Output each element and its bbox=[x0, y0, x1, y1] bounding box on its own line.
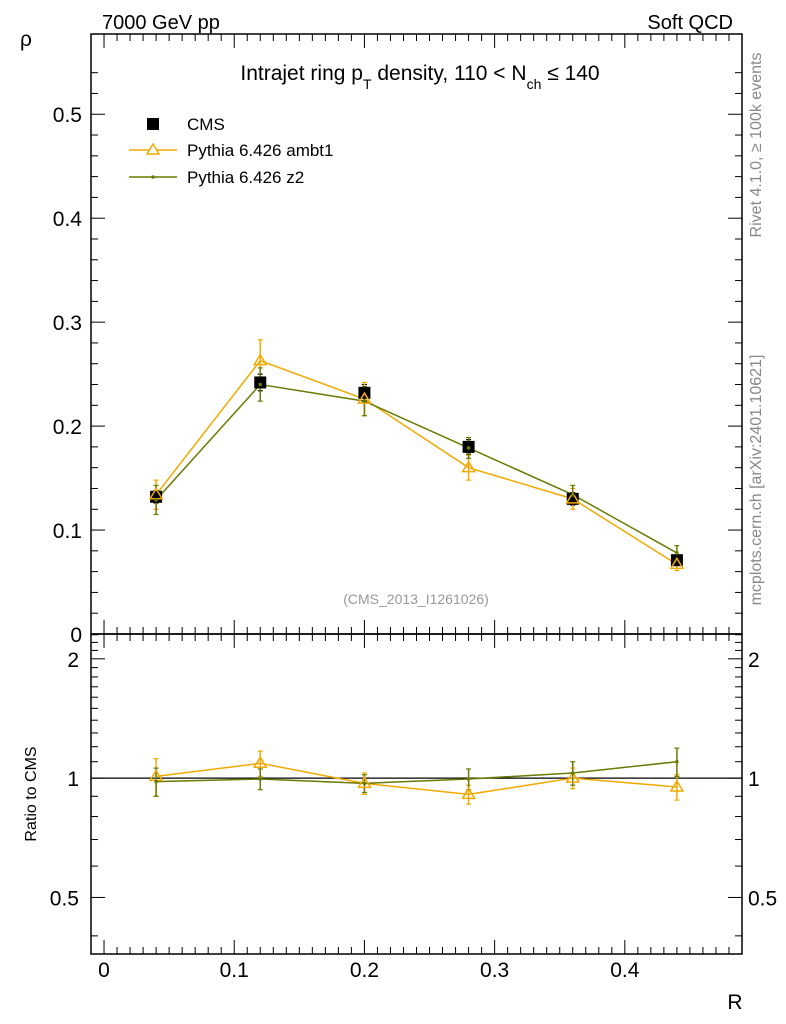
chart-title-sub-1: T bbox=[363, 76, 372, 92]
main-error-bars bbox=[153, 339, 680, 572]
main-ambt1-point bbox=[252, 353, 268, 366]
ratio-ambt1-point bbox=[565, 770, 581, 783]
main-ambt1-point bbox=[461, 460, 476, 473]
legend: CMS Pythia 6.426 ambt1 Pythia 6.426 z2 bbox=[129, 115, 333, 187]
main-y-tick-label: 0.3 bbox=[53, 312, 82, 335]
main-ambt1-line bbox=[155, 359, 678, 565]
ratio-ambt1-point bbox=[252, 755, 268, 769]
ratio-frame bbox=[90, 633, 743, 955]
x-tick-labels: 0 0.1 0.2 0.3 0.4 bbox=[98, 959, 640, 982]
x-tick-label: 0 bbox=[98, 959, 110, 982]
main-y-tick-label: 0.1 bbox=[53, 520, 82, 543]
x-axis-label: R bbox=[727, 991, 742, 1014]
ratio-z2-point bbox=[570, 771, 575, 775]
ratio-ambt1-point bbox=[357, 775, 372, 789]
main-series-lines bbox=[155, 359, 678, 565]
legend-z2-marker bbox=[151, 175, 155, 179]
main-panel: 0 0.1 0.2 0.3 0.4 0.5 ρ Intrajet ring pT dens… bbox=[20, 28, 743, 647]
ratio-ambt1-point bbox=[669, 779, 685, 792]
ratio-z2-point bbox=[362, 781, 367, 786]
main-ambt1-point bbox=[357, 391, 372, 404]
ratio-ambt1-line bbox=[156, 762, 677, 796]
chart-title: Intrajet ring pT density, 110 < Nch ≤ 14… bbox=[240, 62, 599, 92]
main-z2-point bbox=[570, 492, 575, 497]
ratio-y-tick-labels: 0.5 0.5 1 1 2 2 bbox=[50, 649, 777, 911]
x-tick-label: 0.2 bbox=[350, 959, 379, 982]
ratio-error-bars bbox=[153, 747, 680, 805]
main-y-tick-label: 0.4 bbox=[53, 208, 83, 231]
main-z2-point bbox=[675, 551, 679, 555]
main-cms-point bbox=[566, 492, 579, 505]
chart-title-part-2: density, 110 < N bbox=[372, 62, 527, 85]
main-z2-line bbox=[155, 383, 678, 554]
main-z2-point bbox=[362, 399, 367, 403]
ratio-y-tick-label-left: 1 bbox=[67, 768, 79, 791]
ratio-y-tick-label-right: 0.5 bbox=[748, 887, 777, 910]
header-category: Soft QCD bbox=[647, 12, 733, 34]
main-z2-point bbox=[258, 382, 263, 387]
main-y-tick-labels: 0 0.1 0.2 0.3 0.4 0.5 bbox=[53, 104, 83, 647]
main-y-tick-label: 0 bbox=[70, 624, 82, 647]
chart-title-sub-2: ch bbox=[527, 76, 542, 92]
ratio-markers bbox=[148, 755, 685, 800]
ratio-z2-line bbox=[156, 760, 677, 785]
legend-cms-label: CMS bbox=[187, 115, 225, 134]
x-tick-label: 0.1 bbox=[220, 959, 249, 982]
ratio-z2-point bbox=[675, 759, 679, 764]
ratio-y-tick-label-right: 2 bbox=[748, 649, 760, 672]
main-markers bbox=[148, 353, 685, 570]
main-axis-ticks bbox=[91, 34, 742, 635]
ratio-panel: 0.5 0.5 1 1 2 2 Ratio to CMS 0 0.1 0.2 0.3 0.4 R bbox=[23, 633, 777, 1014]
ratio-y-tick-label-left: 2 bbox=[67, 649, 79, 672]
ratio-z2-point bbox=[154, 779, 158, 784]
rivet-label: Rivet 4.1.0, ≥ 100k events bbox=[748, 53, 765, 238]
ratio-y-tick-label-right: 1 bbox=[748, 768, 760, 791]
ratio-y-tick-label-left: 0.5 bbox=[50, 887, 79, 910]
mcplots-label: mcplots.cern.ch [arXiv:2401.10621] bbox=[748, 355, 765, 606]
main-y-tick-label: 0.2 bbox=[53, 416, 82, 439]
ratio-y-axis-label: Ratio to CMS bbox=[23, 746, 40, 841]
ratio-z2-point bbox=[258, 777, 263, 781]
chart-title-part-1: Intrajet ring p bbox=[240, 62, 363, 85]
main-ambt1-point bbox=[669, 556, 685, 570]
legend-ambt1-marker bbox=[145, 142, 161, 155]
ratio-z2-point bbox=[466, 777, 471, 781]
legend-cms-marker bbox=[147, 118, 159, 130]
legend-ambt1-label: Pythia 6.426 ambt1 bbox=[187, 141, 333, 160]
main-z2-point bbox=[154, 498, 158, 502]
ratio-series-lines bbox=[156, 760, 677, 796]
main-y-axis-label: ρ bbox=[20, 28, 32, 51]
x-tick-label: 0.3 bbox=[480, 959, 509, 982]
main-ambt1-point bbox=[565, 491, 581, 504]
main-cms-point bbox=[254, 376, 267, 389]
analysis-watermark: (CMS_2013_I1261026) bbox=[343, 591, 489, 607]
chart-title-part-3: ≤ 140 bbox=[541, 62, 599, 85]
header-collision: 7000 GeV pp bbox=[102, 12, 220, 34]
ratio-axis-ticks bbox=[91, 634, 742, 954]
main-y-tick-label: 0.5 bbox=[53, 104, 82, 127]
main-z2-point bbox=[466, 446, 471, 450]
legend-z2-label: Pythia 6.426 z2 bbox=[187, 168, 304, 187]
x-tick-label: 0.4 bbox=[610, 959, 640, 982]
ratio-ambt1-point bbox=[461, 786, 476, 800]
